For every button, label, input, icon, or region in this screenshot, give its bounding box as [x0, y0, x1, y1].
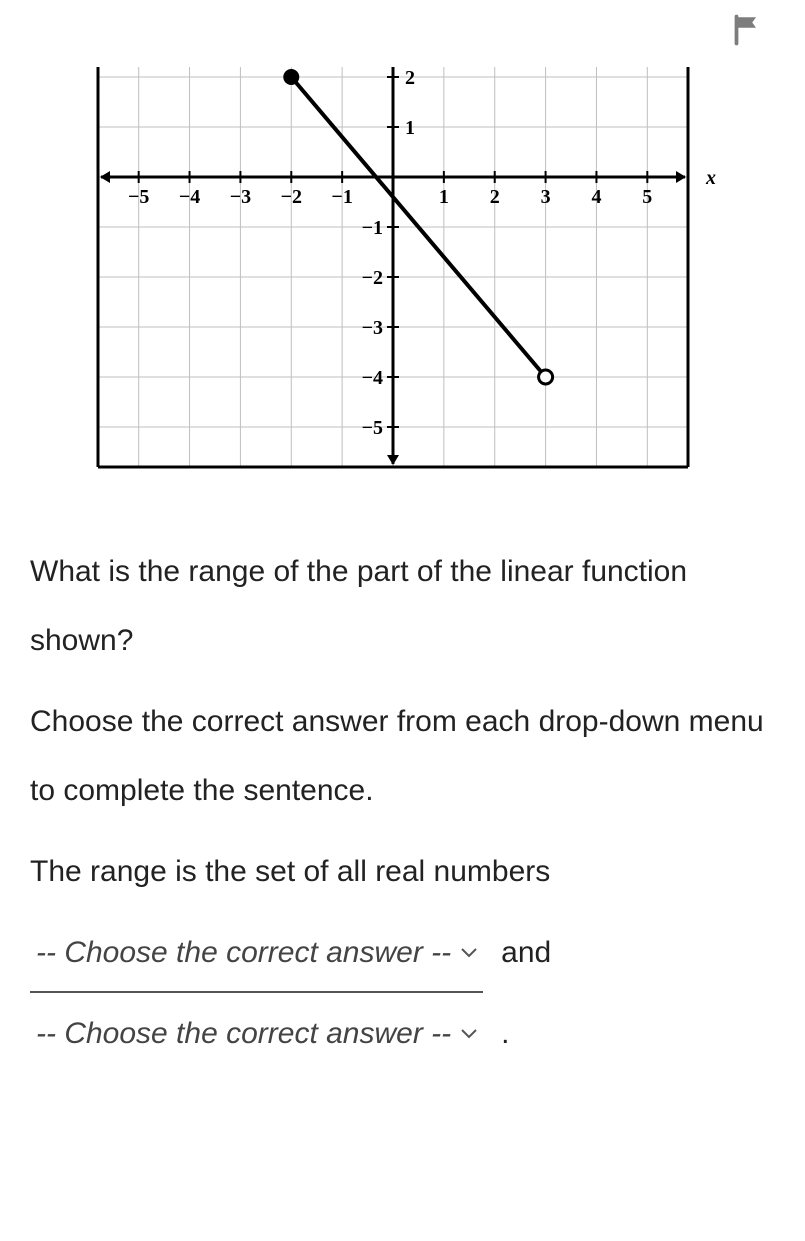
answer-lead: The range is the set of all real numbers: [30, 837, 775, 906]
dropdown-2-placeholder: -- Choose the correct answer --: [36, 999, 451, 1068]
svg-text:−2: −2: [280, 186, 301, 208]
svg-text:−4: −4: [361, 367, 382, 389]
sentence-period: .: [501, 999, 509, 1068]
svg-text:3: 3: [540, 186, 550, 208]
dropdown-2[interactable]: -- Choose the correct answer --: [30, 999, 483, 1072]
svg-text:2: 2: [489, 186, 499, 208]
svg-text:−2: −2: [361, 267, 382, 289]
question-block: What is the range of the part of the lin…: [30, 537, 775, 1072]
dropdown-1-placeholder: -- Choose the correct answer --: [36, 918, 451, 987]
conjunction-and: and: [501, 918, 551, 987]
svg-text:−5: −5: [361, 417, 382, 439]
linear-function-chart: −5 −4 −3 −2 −1 1 2 3 4 5 1 2 −1 −2 −3 −4 −5 x: [73, 57, 733, 477]
svg-text:1: 1: [405, 117, 415, 139]
question-line-1: What is the range of the part of the lin…: [30, 537, 775, 675]
svg-text:−1: −1: [361, 217, 382, 239]
svg-text:−1: −1: [331, 186, 352, 208]
flag-icon[interactable]: [729, 35, 765, 52]
flag-button-wrap: [30, 0, 775, 53]
question-line-2: Choose the correct answer from each drop…: [30, 687, 775, 825]
svg-text:−4: −4: [178, 186, 199, 208]
page-root: −5 −4 −3 −2 −1 1 2 3 4 5 1 2 −1 −2 −3 −4 −5 x What is the…: [0, 0, 805, 1092]
svg-text:1: 1: [438, 186, 448, 208]
svg-text:x: x: [705, 167, 716, 189]
chevron-down-icon: [461, 915, 477, 984]
svg-text:−3: −3: [361, 317, 382, 339]
svg-text:4: 4: [591, 186, 601, 208]
dropdown-1[interactable]: -- Choose the correct answer --: [30, 918, 483, 993]
chevron-down-icon: [461, 996, 477, 1065]
svg-text:−3: −3: [229, 186, 250, 208]
svg-text:2: 2: [405, 67, 415, 89]
answer-line-2: -- Choose the correct answer -- .: [30, 999, 775, 1072]
svg-text:5: 5: [642, 186, 652, 208]
answer-line-1: -- Choose the correct answer -- and: [30, 918, 775, 993]
chart-container: −5 −4 −3 −2 −1 1 2 3 4 5 1 2 −1 −2 −3 −4 −5 x: [30, 57, 775, 477]
svg-text:−5: −5: [127, 186, 148, 208]
